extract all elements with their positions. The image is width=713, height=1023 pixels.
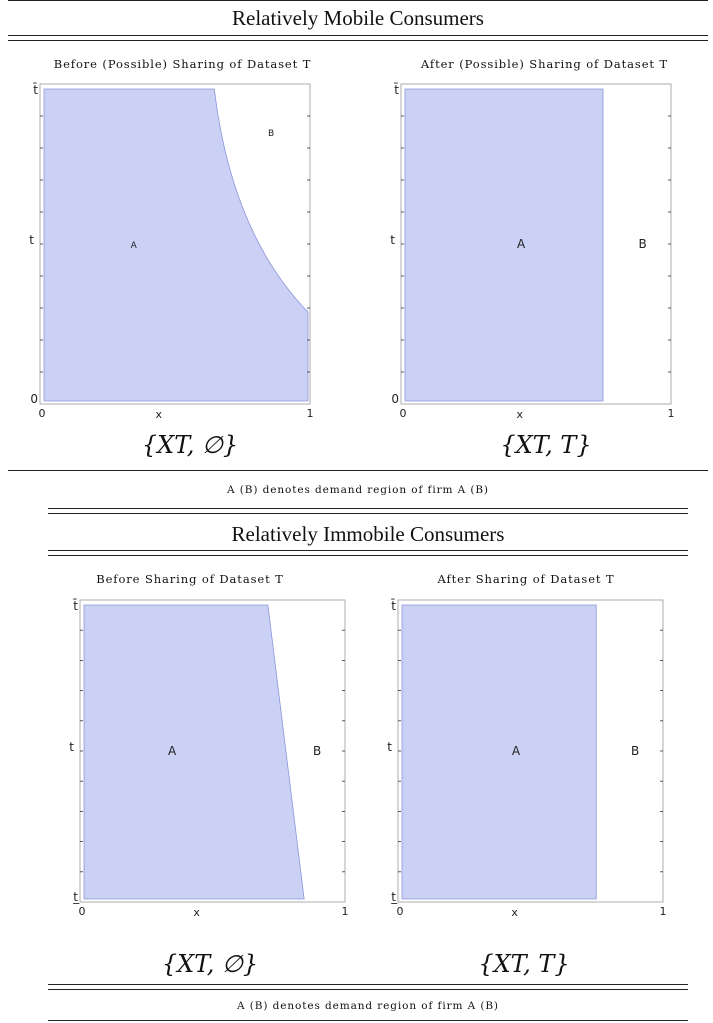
y-tick-label-bottom: t̲ bbox=[72, 890, 80, 904]
x-tick-label-left: 0 bbox=[79, 905, 86, 918]
panel-caption: {XT, T} bbox=[478, 950, 570, 978]
x-axis-label: x bbox=[193, 906, 200, 919]
legend-note: A (B) denotes demand region of firm A (B… bbox=[237, 1000, 499, 1012]
region-b-label: B bbox=[638, 237, 646, 251]
x-axis-label: x bbox=[511, 906, 518, 919]
x-tick-label-right: 1 bbox=[660, 905, 667, 918]
panel-caption: {XT, T} bbox=[500, 431, 592, 459]
region-b-label: B bbox=[631, 744, 639, 758]
y-axis-label: t bbox=[387, 740, 392, 754]
title-rule-upper bbox=[48, 550, 688, 551]
panel-caption: {XT, ∅} bbox=[161, 950, 259, 978]
y-tick-label-bottom: 0 bbox=[30, 392, 38, 406]
y-axis-label: t bbox=[29, 233, 34, 247]
region-a-shape bbox=[404, 88, 604, 402]
x-tick-label-right: 1 bbox=[668, 407, 675, 420]
title-rule-lower bbox=[8, 40, 708, 41]
demand-region-plot-mobile-before: t̄ 00 1 t x A B bbox=[29, 83, 314, 421]
x-tick-label-left: 0 bbox=[39, 407, 46, 420]
section-rule bbox=[48, 984, 688, 985]
section-title-immobile: Relatively Immobile Consumers bbox=[231, 522, 505, 546]
bottom-rule bbox=[48, 1020, 688, 1021]
y-tick-label-bottom: 0 bbox=[391, 392, 399, 406]
y-tick-label-top: t̄ bbox=[33, 83, 38, 97]
section-rule bbox=[8, 470, 708, 471]
panel-caption: {XT, ∅} bbox=[141, 431, 239, 459]
region-a-label: A bbox=[517, 237, 526, 251]
region-a-label: A bbox=[168, 744, 177, 758]
y-tick-label-top: t̄ bbox=[73, 599, 78, 613]
x-axis-label: x bbox=[156, 408, 163, 421]
region-b-label: B bbox=[268, 129, 274, 139]
x-tick-label-right: 1 bbox=[342, 905, 349, 918]
x-tick-label-left: 0 bbox=[400, 407, 407, 420]
x-tick-label-left: 0 bbox=[397, 905, 404, 918]
region-a-shape bbox=[401, 604, 597, 900]
panel-subtitle: Before (Possible) Sharing of Dataset T bbox=[53, 57, 312, 71]
demand-region-plot-immobile-before: t̄ t̲0 1 t x A B bbox=[69, 599, 349, 919]
legend-note: A (B) denotes demand region of firm A (B… bbox=[227, 484, 489, 496]
section-rule bbox=[48, 508, 688, 509]
section-rule bbox=[48, 989, 688, 990]
title-rule-upper bbox=[8, 35, 708, 36]
x-axis-label: x bbox=[517, 408, 524, 421]
demand-region-plot-mobile-after: t̄ 00 1 t x A B bbox=[390, 83, 675, 421]
panel-subtitle: After Sharing of Dataset T bbox=[437, 572, 615, 586]
y-tick-label-top: t̄ bbox=[391, 599, 396, 613]
section-title-mobile: Relatively Mobile Consumers bbox=[232, 6, 484, 30]
y-axis-label: t bbox=[69, 740, 74, 754]
region-a-shape bbox=[83, 604, 305, 900]
region-b-label: B bbox=[313, 744, 321, 758]
y-tick-label-bottom: t̲ bbox=[390, 890, 398, 904]
section-rule bbox=[48, 513, 688, 514]
y-tick-label-top: t̄ bbox=[394, 83, 399, 97]
region-a-label: A bbox=[131, 241, 138, 251]
demand-region-plot-immobile-after: t̄ t̲0 1 t x A B bbox=[387, 599, 667, 919]
top-rule bbox=[8, 0, 708, 1]
panel-subtitle: After (Possible) Sharing of Dataset T bbox=[420, 57, 669, 71]
x-tick-label-right: 1 bbox=[307, 407, 314, 420]
title-rule-lower bbox=[48, 555, 688, 556]
y-axis-label: t bbox=[390, 233, 395, 247]
region-a-label: A bbox=[512, 744, 521, 758]
region-a-shape bbox=[43, 88, 309, 402]
panel-subtitle: Before Sharing of Dataset T bbox=[96, 572, 284, 586]
